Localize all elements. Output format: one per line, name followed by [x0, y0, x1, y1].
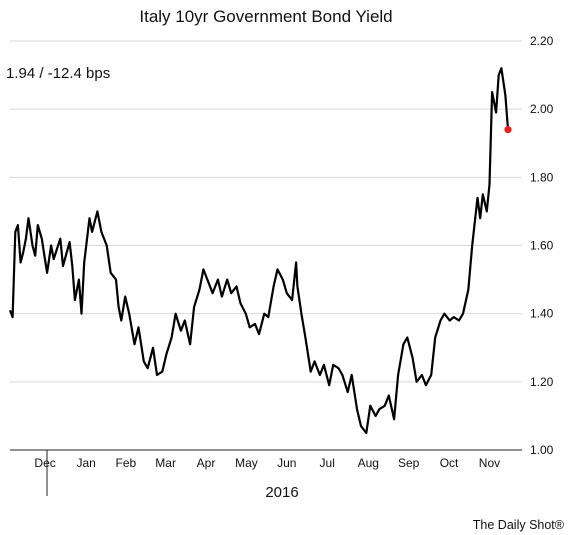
source-credit: The Daily Shot® [473, 518, 565, 532]
chart-title: Italy 10yr Government Bond Yield [139, 7, 392, 26]
x-tick-label: Mar [155, 456, 176, 470]
y-tick-label: 1.20 [530, 375, 554, 389]
latest-point-marker [504, 126, 512, 134]
x-tick-label: Jul [320, 456, 335, 470]
y-tick-label: 1.40 [530, 307, 554, 321]
x-tick-label: Dec [34, 456, 55, 470]
year-label: 2016 [265, 484, 298, 501]
y-tick-label: 2.20 [530, 34, 554, 48]
x-tick-label: Nov [479, 456, 500, 470]
y-tick-label: 2.00 [530, 102, 554, 116]
x-tick-label: Aug [358, 456, 379, 470]
grid-lines [10, 40, 522, 383]
x-tick-label: Feb [116, 456, 137, 470]
x-axis-ticks: Dec Jan Feb Mar Apr May Jun Jul Aug Sep Oct Nov [34, 456, 500, 470]
x-tick-label: Oct [440, 456, 459, 470]
x-tick-label: Jan [76, 456, 95, 470]
x-tick-label: Apr [197, 456, 216, 470]
latest-value-annotation: 1.94 / -12.4 bps [6, 65, 110, 82]
y-tick-label: 1.60 [530, 239, 554, 253]
x-tick-label: Jun [277, 456, 296, 470]
x-tick-label: Sep [398, 456, 420, 470]
yield-series-line [8, 67, 510, 435]
x-tick-label: May [235, 456, 258, 470]
y-tick-label: 1.80 [530, 170, 554, 184]
y-axis-ticks: 1.00 1.20 1.40 1.60 1.80 2.00 2.20 [530, 34, 554, 457]
y-tick-label: 1.00 [530, 443, 554, 457]
